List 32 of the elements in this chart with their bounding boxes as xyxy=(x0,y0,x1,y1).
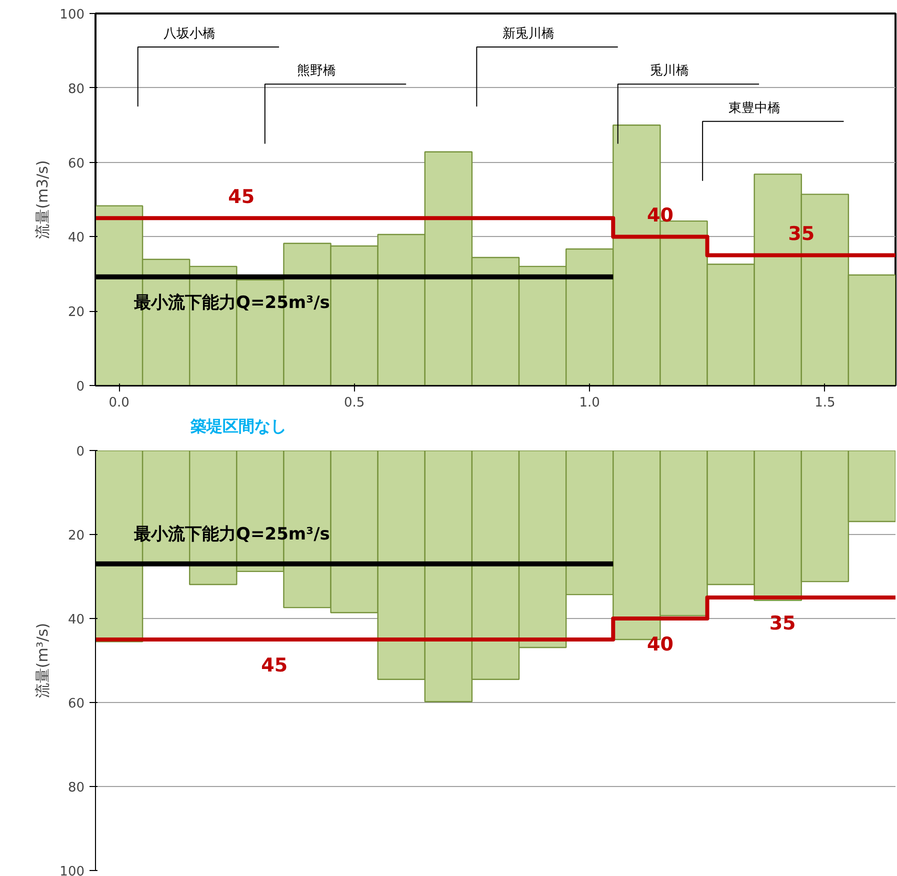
y-tick-label: 80 xyxy=(68,780,85,796)
y-tick-label: 20 xyxy=(68,305,85,320)
ref-line-label: 八坂小橋 xyxy=(164,26,216,42)
y-tick-label: 60 xyxy=(68,696,85,712)
y-tick-label: 40 xyxy=(68,612,85,628)
y-tick-label: 60 xyxy=(68,156,85,172)
x-tick-label: 0.5 xyxy=(344,396,365,410)
annotation: 35 xyxy=(769,612,796,635)
y-tick-label: 100 xyxy=(60,864,85,876)
y-tick-label: 0 xyxy=(76,380,85,394)
y-tick-label: 40 xyxy=(68,230,85,246)
x-tick-label: 0.0 xyxy=(108,396,130,410)
y-axis-title: 流量(m³/s) xyxy=(34,622,52,698)
annotation: 40 xyxy=(646,634,674,656)
annotation: 最小流下能力Q=25m³/s xyxy=(133,524,330,544)
y-tick-label: 80 xyxy=(68,82,85,97)
text: 築堤区間なし xyxy=(190,416,286,436)
ref-line-label: 兎川橋 xyxy=(650,64,690,79)
y-tick-label: 100 xyxy=(60,8,85,22)
y-tick-label: 0 xyxy=(76,444,85,460)
annotation: 35 xyxy=(788,222,815,245)
annotation: 最小流下能力Q=25m³/s xyxy=(133,292,330,313)
ref-line-label: 熊野橋 xyxy=(297,64,336,79)
y-axis-title: 流量(m3/s) xyxy=(34,160,52,239)
annotation: 40 xyxy=(646,204,674,226)
y-tick-label: 20 xyxy=(68,528,85,544)
x-tick-label: 1.5 xyxy=(814,396,836,410)
x-tick-label: 1.0 xyxy=(579,396,600,410)
ref-line-label: 東豊中橋 xyxy=(728,100,780,116)
ref-line-label: 新兎川橋 xyxy=(502,26,554,42)
annotation: 45 xyxy=(228,186,255,208)
annotation: 45 xyxy=(261,654,288,677)
